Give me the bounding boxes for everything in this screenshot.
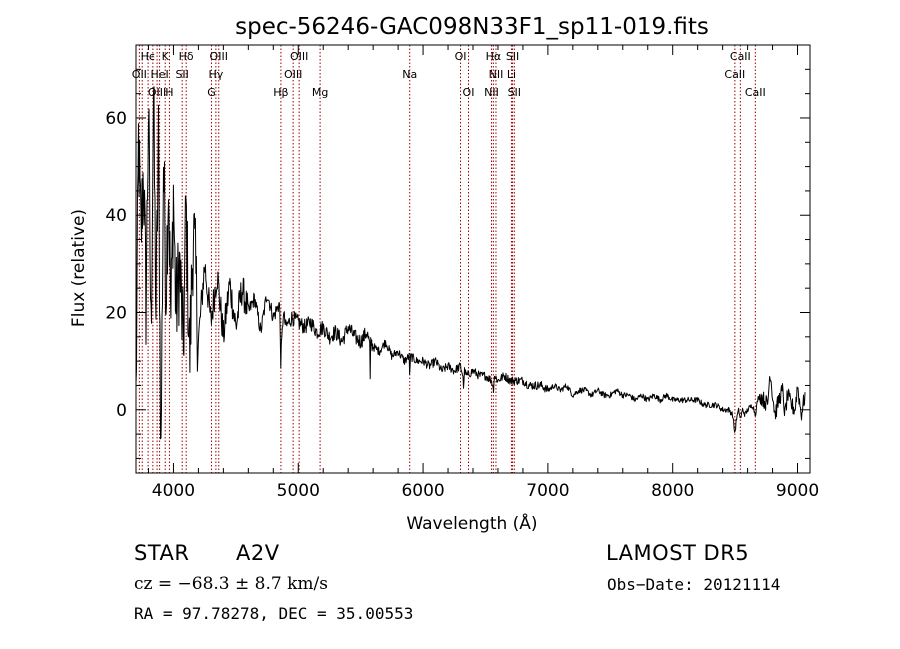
line-label-1: K <box>162 50 170 63</box>
plot-frame <box>135 44 811 474</box>
line-label-7: SII <box>506 50 519 63</box>
line-label-17: CaII <box>724 68 745 81</box>
y-tick-label: 40 <box>105 206 127 226</box>
x-tick-label: 7000 <box>526 481 569 501</box>
chart-title: spec-56246-GAC098N33F1_sp11-019.fits <box>235 14 709 40</box>
line-label-20: G <box>207 86 216 99</box>
x-tick-label: 8000 <box>651 481 694 501</box>
line-label-9: OII <box>132 68 147 81</box>
emission-lines-layer <box>138 45 756 473</box>
line-label-3: OIII <box>210 50 228 63</box>
line-label-24: NII <box>484 86 499 99</box>
line-label-2: Hδ <box>179 50 194 63</box>
line-label-15: NII <box>489 68 504 81</box>
line-label-21: Hβ <box>273 86 288 99</box>
y-tick-label: 20 <box>105 304 127 324</box>
line-label-23: OI <box>463 86 475 99</box>
line-label-0: Hϵ <box>141 50 156 63</box>
line-label-14: Na <box>402 68 417 81</box>
line-label-8: CaII <box>730 50 751 63</box>
y-axis-label: Flux (relative) <box>69 209 89 327</box>
line-labels-layer: Hϵ K Hδ OIII OIII OI Hα SII CaII OII HeI SII Hγ OIII N… <box>132 50 766 99</box>
line-label-18: OIII <box>148 86 166 99</box>
y-tick-label: 60 <box>105 109 127 129</box>
x-tick-label: 4000 <box>152 481 195 501</box>
y-tick-label: 0 <box>116 401 127 421</box>
line-label-5: OI <box>455 50 467 63</box>
coordinates: RA = 97.78278, DEC = 35.00553 <box>134 604 414 623</box>
line-label-19: H <box>165 86 173 99</box>
line-label-22: Mg <box>312 86 328 99</box>
line-label-16: Li <box>507 68 516 81</box>
line-label-13: OIII <box>284 68 302 81</box>
line-label-12: Hγ <box>208 68 223 81</box>
line-label-26: CaII <box>745 86 766 99</box>
line-label-4: OIII <box>290 50 308 63</box>
x-tick-label: 5000 <box>277 481 320 501</box>
axes: 4000 5000 6000 7000 8000 9000 0 20 40 60 <box>105 44 819 501</box>
line-label-25: SII <box>508 86 521 99</box>
object-subclass: A2V <box>236 541 280 565</box>
line-label-11: SII <box>175 68 188 81</box>
survey-name: LAMOST DR5 <box>606 541 750 565</box>
observation-date: Obs−Date: 20121114 <box>607 575 781 594</box>
x-axis-label: Wavelength (Å) <box>406 512 537 534</box>
x-tick-label: 6000 <box>401 481 444 501</box>
object-class: STAR <box>134 541 190 565</box>
spectrum-layer <box>135 86 806 440</box>
x-tick-label: 9000 <box>776 481 819 501</box>
line-label-6: Hα <box>486 50 502 63</box>
spectrum-line <box>135 86 806 440</box>
redshift-velocity: cz = −68.3 ± 8.7 km/s <box>134 574 328 594</box>
line-label-10: HeI <box>150 68 168 81</box>
